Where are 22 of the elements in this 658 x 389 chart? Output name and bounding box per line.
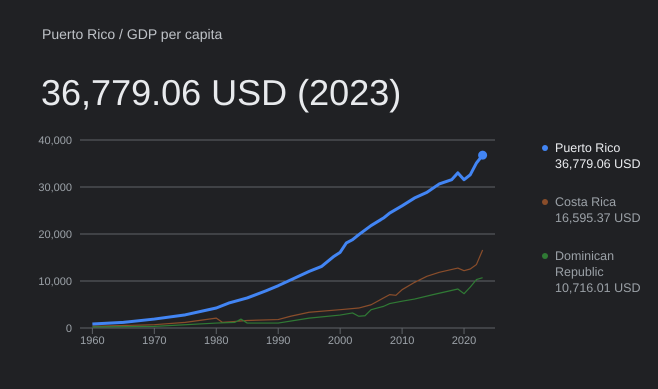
y-tick-label: 20,000 bbox=[38, 228, 72, 241]
y-tick-label: 10,000 bbox=[38, 276, 72, 288]
chart-title: 36,779.06 USD (2023) bbox=[41, 72, 402, 114]
x-tick-label: 1980 bbox=[204, 334, 229, 347]
y-tick-label: 0 bbox=[66, 322, 72, 335]
y-tick-label: 40,000 bbox=[38, 134, 72, 147]
text: 10,716.01 USD bbox=[555, 280, 642, 296]
text: 36,779.06 USD bbox=[555, 156, 642, 172]
line-series bbox=[92, 277, 484, 328]
x-tick-label: 1990 bbox=[266, 334, 290, 347]
x-tick-label: 1970 bbox=[142, 334, 167, 347]
chart-subtitle: Puerto Rico / GDP per capita bbox=[42, 26, 222, 42]
x-tick-label: 1960 bbox=[80, 334, 105, 347]
legend-label: Puerto Rico bbox=[555, 140, 622, 156]
x-tick-label: 2010 bbox=[390, 334, 414, 347]
legend-label: Costa Rica bbox=[555, 194, 618, 210]
x-tick-label: 2020 bbox=[452, 334, 476, 347]
y-tick-label: 30,000 bbox=[38, 182, 72, 194]
line-series bbox=[92, 249, 484, 327]
x-tick-label: 2000 bbox=[328, 334, 352, 347]
text: 16,595.37 USD bbox=[555, 210, 642, 226]
legend-label: Dominican Republic bbox=[555, 248, 616, 280]
